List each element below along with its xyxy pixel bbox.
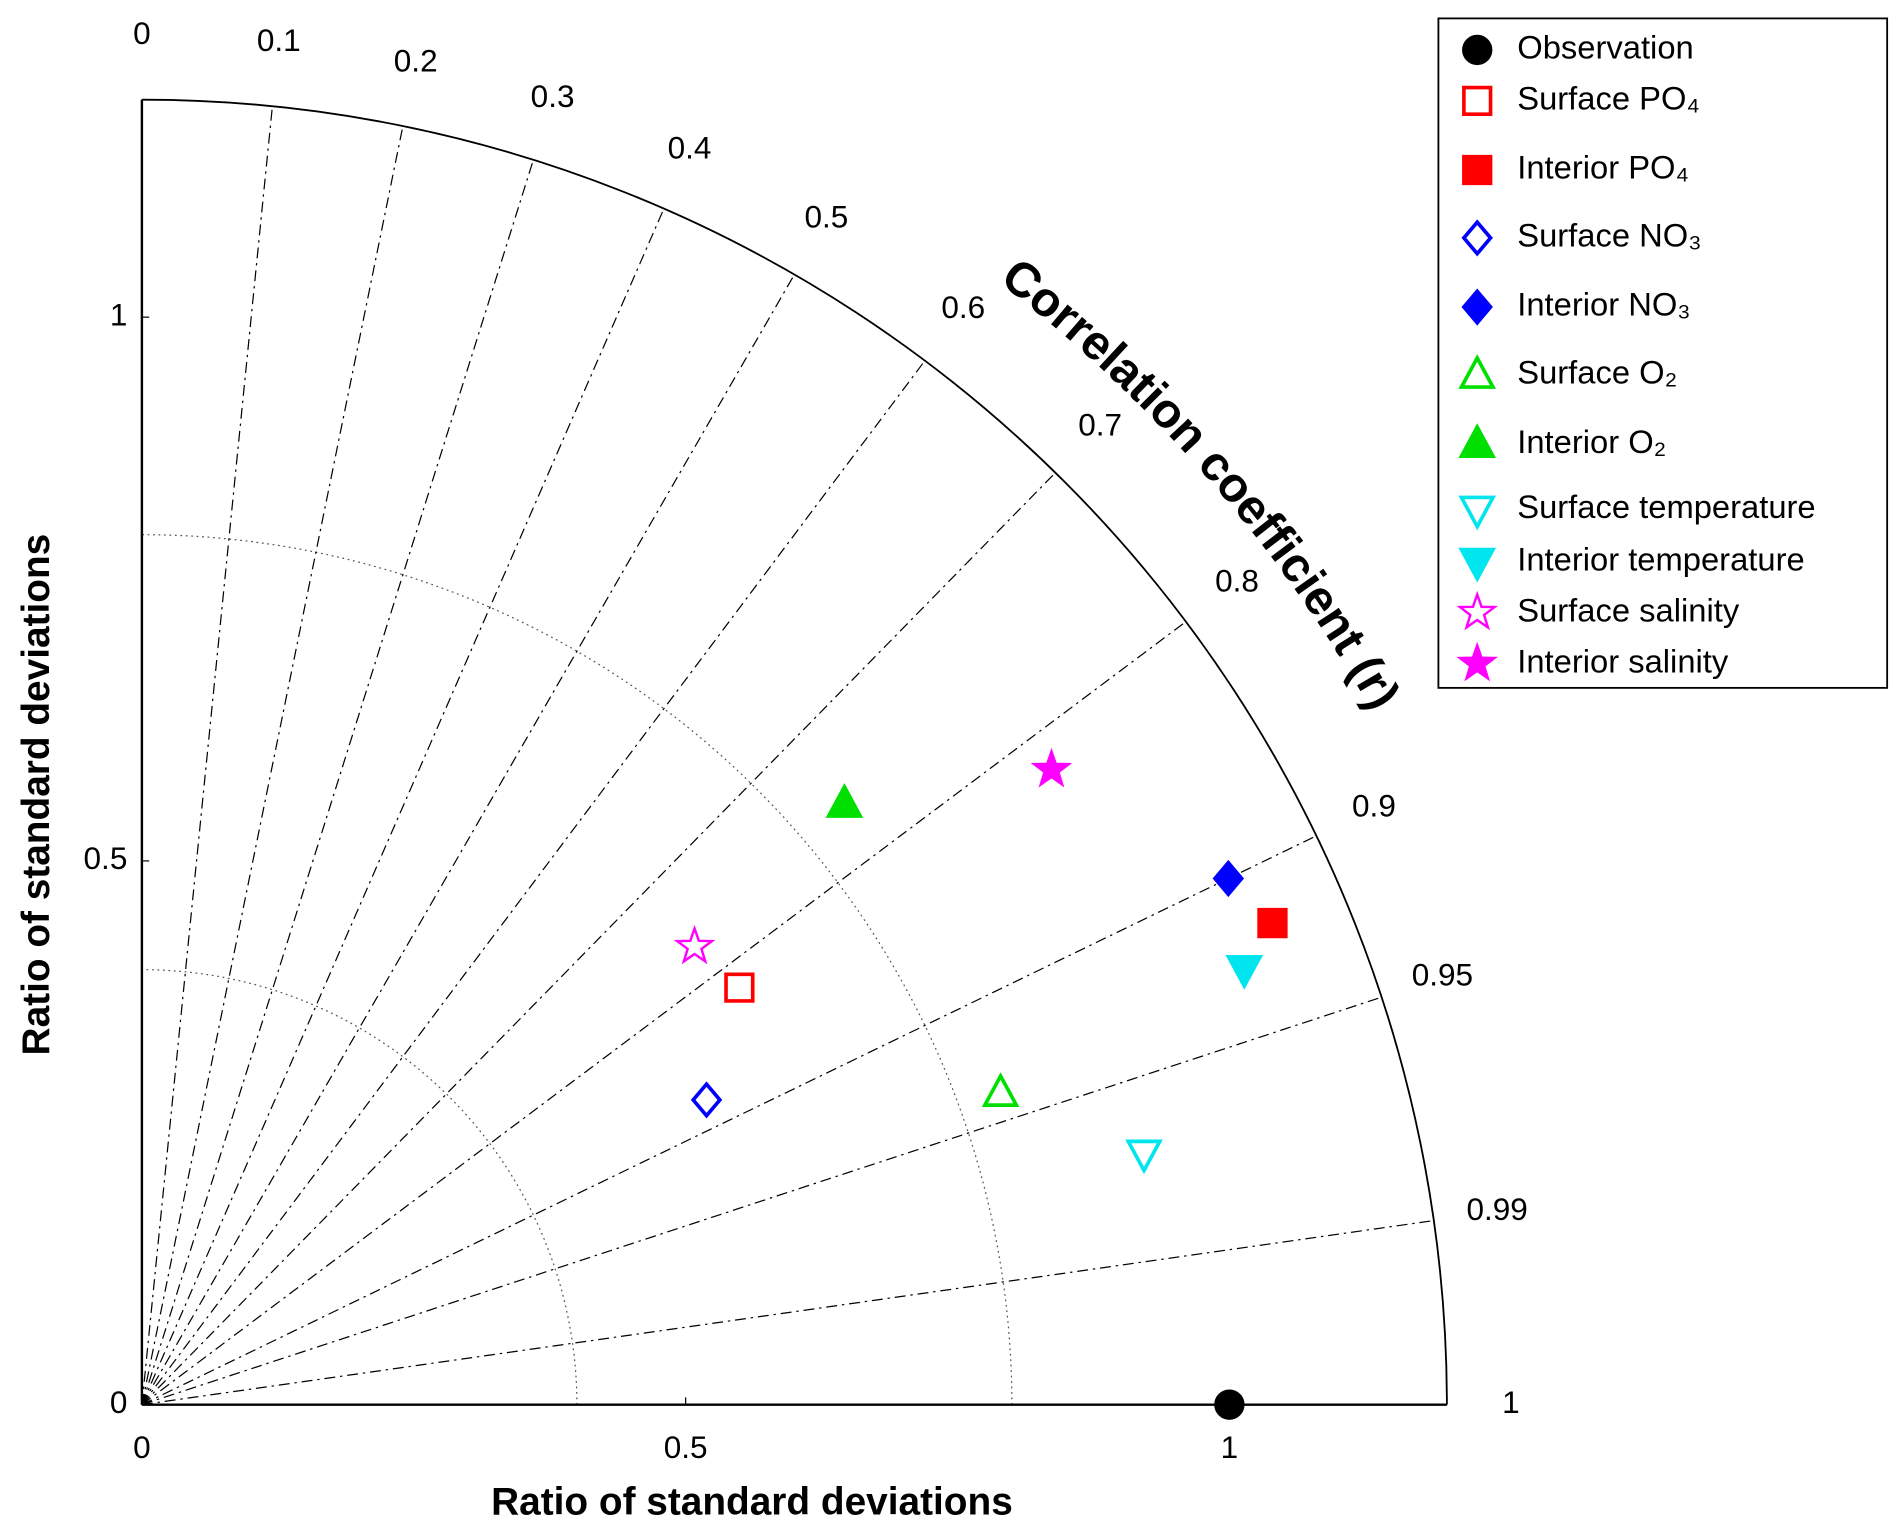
- correlation-tick-label: 0.3: [531, 78, 575, 114]
- legend-label: Interior temperature: [1517, 540, 1804, 577]
- correlation-label-path: Correlation coefficient (r): [992, 248, 1411, 718]
- legend-label: Observation: [1517, 29, 1694, 66]
- data-point: [690, 1081, 723, 1119]
- grid: [141, 99, 1447, 1406]
- correlation-ray: [141, 159, 534, 1405]
- legend-marker: [1462, 34, 1493, 66]
- legend-marker: [1461, 288, 1493, 326]
- data-point: [825, 783, 864, 818]
- data-point: [1125, 1139, 1163, 1175]
- legend-box: [1437, 17, 1889, 689]
- x-tick-label: 0.5: [664, 1429, 708, 1465]
- correlation-ray: [141, 208, 665, 1405]
- data-point: [1214, 1389, 1245, 1420]
- legend-marker: [1458, 495, 1497, 531]
- data-point: [1257, 907, 1288, 939]
- x-tick-label: 1: [1221, 1429, 1239, 1465]
- data-point: [724, 972, 755, 1003]
- legend-marker: [1461, 219, 1493, 257]
- legend-marker: [1462, 154, 1493, 186]
- legend-marker: [1456, 641, 1499, 682]
- x-axis-label: Ratio of standard deviations: [491, 1480, 1013, 1523]
- y-tick-label: 0: [110, 1384, 128, 1420]
- correlation-tick-label: 0.1: [257, 22, 301, 58]
- std-grid-arc: [141, 534, 1013, 1405]
- y-tick-label: 1: [110, 296, 128, 332]
- markers: [673, 747, 1288, 1420]
- correlation-tick-label: 0: [133, 15, 151, 51]
- correlation-ray: [141, 472, 1056, 1406]
- legend-label: Interior PO₄: [1517, 149, 1689, 186]
- data-point: [673, 924, 716, 965]
- legend-label: Surface O₂: [1517, 354, 1677, 391]
- correlation-label: Correlation coefficient (r): [992, 248, 1411, 718]
- outer-arc: [141, 98, 1448, 1405]
- data-point: [1030, 747, 1073, 788]
- x-tick-label: 0: [133, 1429, 151, 1465]
- legend-label: Interior salinity: [1517, 642, 1729, 679]
- legend-label: Surface temperature: [1517, 488, 1815, 525]
- legend-label: Surface PO₄: [1517, 80, 1700, 117]
- axes: 0 0.10.20.30.40.50.60.70.80.90.950.991000…: [84, 15, 1528, 1465]
- data-point: [1225, 955, 1264, 990]
- correlation-ray: [141, 106, 274, 1405]
- legend-marker: [1458, 423, 1497, 459]
- correlation-tick-label: 0.6: [941, 289, 985, 325]
- legend-label: Interior O₂: [1517, 423, 1666, 460]
- correlation-tick-label: 0.2: [394, 43, 438, 79]
- correlation-ray: [141, 835, 1317, 1406]
- correlation-ray: [141, 1219, 1434, 1406]
- legend-label: Surface salinity: [1517, 591, 1740, 628]
- y-tick-label: 0.5: [84, 840, 128, 876]
- correlation-ray: [141, 996, 1382, 1406]
- y-axis-label: Ratio of standard deviations: [15, 534, 58, 1056]
- correlation-tick-label: 0.4: [668, 129, 712, 165]
- correlation-tick-label: 0.99: [1466, 1191, 1527, 1227]
- legend-marker: [1458, 547, 1497, 583]
- correlation-ray: [141, 125, 404, 1405]
- correlation-tick-label: 0.9: [1352, 787, 1396, 823]
- data-point: [1212, 859, 1245, 898]
- correlation-ray: [141, 274, 795, 1405]
- legend-marker: [1458, 354, 1497, 389]
- legend-marker: [1456, 590, 1499, 631]
- correlation-tick-label: 0.8: [1215, 563, 1259, 599]
- correlation-tick-label: 0.95: [1412, 957, 1473, 993]
- correlation-ray: [141, 360, 926, 1406]
- data-point: [981, 1072, 1020, 1107]
- correlation-tick-label: 0.5: [804, 198, 848, 234]
- correlation-tick-label: 1: [1502, 1384, 1520, 1420]
- correlation-ray: [141, 621, 1187, 1406]
- legend-label: Surface NO₃: [1517, 217, 1701, 254]
- correlation-tick-label: 0.7: [1078, 406, 1122, 442]
- legend-marker: [1462, 85, 1493, 117]
- std-grid-arc: [141, 969, 578, 1405]
- legend: Observation Surface PO₄ Interior PO₄ Surfac…: [1456, 29, 1816, 682]
- legend-label: Interior NO₃: [1517, 286, 1690, 323]
